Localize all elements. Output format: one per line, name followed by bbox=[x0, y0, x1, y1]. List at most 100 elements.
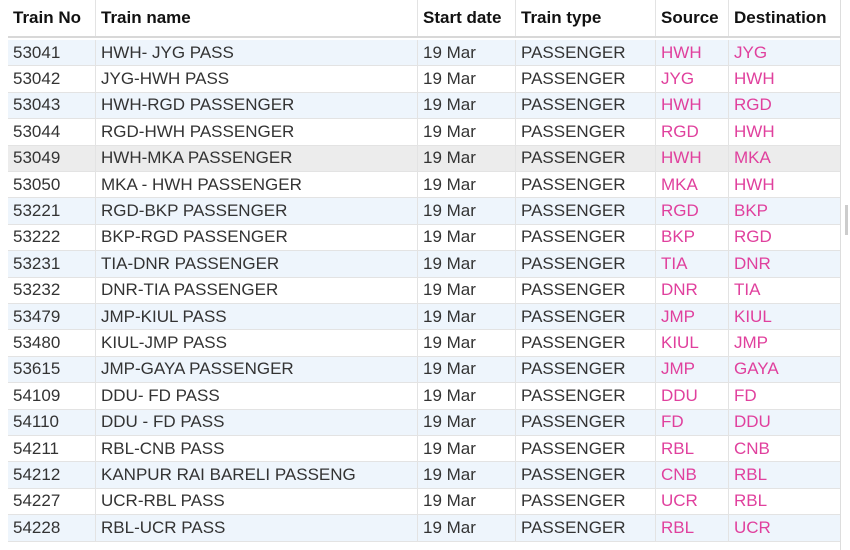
cell: KIUL-JMP PASS bbox=[95, 330, 417, 356]
cell: 53480 bbox=[13, 333, 61, 353]
table-row[interactable]: 54211 RBL-CNB PASS 19 Mar PASSENGER RBL CNB bbox=[8, 436, 840, 463]
cell: PASSENGER bbox=[515, 198, 655, 224]
cell: 53231 bbox=[13, 253, 61, 273]
cell: RGD bbox=[728, 224, 840, 251]
table-row[interactable]: 53050 MKA - HWH PASSENGER 19 Mar PASSENGER M… bbox=[8, 172, 840, 199]
cell: 19 Mar bbox=[417, 119, 515, 145]
cell: 54228 bbox=[13, 517, 61, 537]
cell: 53479 bbox=[13, 306, 61, 326]
cell: PASSENGER bbox=[515, 92, 655, 119]
cell: 19 Mar bbox=[417, 462, 515, 488]
cell: Destination bbox=[728, 0, 840, 36]
cell: KANPUR RAI BARELI PASSENG bbox=[95, 462, 417, 488]
cell: 53042 bbox=[13, 69, 61, 89]
cell: JYG bbox=[728, 40, 840, 66]
cell: Start date bbox=[417, 0, 515, 36]
cell: CNB bbox=[728, 436, 840, 462]
cell: HWH bbox=[728, 66, 840, 92]
cell: DNR bbox=[655, 277, 728, 303]
cell: MKA bbox=[655, 172, 728, 198]
cell: 19 Mar bbox=[417, 92, 515, 119]
cell: PASSENGER bbox=[515, 66, 655, 92]
table-row[interactable]: 54110 DDU - FD PASS 19 Mar PASSENGER FD DDU bbox=[8, 409, 840, 436]
table-row[interactable]: 54212 KANPUR RAI BARELI PASSENG 19 Mar PASS… bbox=[8, 462, 840, 489]
cell: PASSENGER bbox=[515, 119, 655, 145]
cell: KIUL bbox=[728, 304, 840, 330]
cell: PASSENGER bbox=[515, 40, 655, 66]
cell: 53232 bbox=[13, 280, 61, 300]
table-row[interactable]: 53480 KIUL-JMP PASS 19 Mar PASSENGER KIUL JMP bbox=[8, 330, 840, 357]
cell: JMP bbox=[655, 356, 728, 383]
table-row[interactable]: 53044 RGD-HWH PASSENGER 19 Mar PASSENGER RGD… bbox=[8, 119, 840, 146]
cell: JYG bbox=[655, 66, 728, 92]
cell: 53221 bbox=[13, 201, 61, 221]
cell: 19 Mar bbox=[417, 40, 515, 66]
cell: JMP bbox=[728, 330, 840, 356]
cell: RBL bbox=[655, 436, 728, 462]
cell: 53615 bbox=[13, 359, 61, 379]
cell: FD bbox=[655, 409, 728, 435]
cell: TIA bbox=[728, 277, 840, 303]
cell: PASSENGER bbox=[515, 409, 655, 435]
table-row[interactable]: 54227 UCR-RBL PASS 19 Mar PASSENGER UCR RBL bbox=[8, 488, 840, 516]
cell: JMP bbox=[655, 304, 728, 330]
cell: HWH bbox=[655, 92, 728, 119]
table-row[interactable]: 53231 TIA-DNR PASSENGER 19 Mar PASSENGER TIA… bbox=[8, 251, 840, 278]
cell: 19 Mar bbox=[417, 224, 515, 251]
cell: 19 Mar bbox=[417, 409, 515, 435]
table-row[interactable]: 53479 JMP-KIUL PASS 19 Mar PASSENGER JMP KIUL bbox=[8, 304, 840, 331]
cell: MKA bbox=[728, 145, 840, 171]
cell: PASSENGER bbox=[515, 277, 655, 303]
cell: DNR-TIA PASSENGER bbox=[95, 277, 417, 303]
cell: HWH bbox=[728, 119, 840, 145]
cell: Train name bbox=[95, 0, 417, 36]
cell: 19 Mar bbox=[417, 277, 515, 303]
table-row[interactable]: 53043 HWH-RGD PASSENGER 19 Mar PASSENGER HWH… bbox=[8, 92, 840, 120]
cell: PASSENGER bbox=[515, 145, 655, 171]
cell: 19 Mar bbox=[417, 198, 515, 224]
cell: 54211 bbox=[13, 438, 60, 458]
cell: HWH bbox=[655, 40, 728, 66]
cell: Train type bbox=[515, 0, 655, 36]
cell: PASSENGER bbox=[515, 172, 655, 198]
cell: Train No bbox=[13, 8, 82, 27]
cell: 19 Mar bbox=[417, 356, 515, 383]
table-row[interactable]: 53041 HWH- JYG PASS 19 Mar PASSENGER HWH JYG bbox=[8, 40, 840, 67]
cell: PASSENGER bbox=[515, 224, 655, 251]
cell: BKP bbox=[655, 224, 728, 251]
table-row[interactable]: 53049 HWH-MKA PASSENGER 19 Mar PASSENGER HWH… bbox=[8, 145, 840, 172]
cell: KIUL bbox=[655, 330, 728, 356]
cell: 19 Mar bbox=[417, 66, 515, 92]
cell: RBL bbox=[655, 515, 728, 541]
cell: 19 Mar bbox=[417, 251, 515, 277]
table-row[interactable]: 54228 RBL-UCR PASS 19 Mar PASSENGER RBL UCR bbox=[8, 515, 840, 542]
cell: PASSENGER bbox=[515, 251, 655, 277]
cell: 19 Mar bbox=[417, 383, 515, 409]
cell: PASSENGER bbox=[515, 462, 655, 488]
table-row[interactable]: 53042 JYG-HWH PASS 19 Mar PASSENGER JYG HWH bbox=[8, 66, 840, 93]
table-row[interactable]: 53615 JMP-GAYA PASSENGER 19 Mar PASSENGER JM… bbox=[8, 356, 840, 384]
cell: TIA-DNR PASSENGER bbox=[95, 251, 417, 277]
cell: RGD bbox=[655, 198, 728, 224]
cell: 19 Mar bbox=[417, 172, 515, 198]
cell: HWH-RGD PASSENGER bbox=[95, 92, 417, 119]
cell: BKP bbox=[728, 198, 840, 224]
table-row[interactable]: 53232 DNR-TIA PASSENGER 19 Mar PASSENGER DNR… bbox=[8, 277, 840, 304]
scrollbar[interactable] bbox=[845, 205, 848, 235]
cell: UCR-RBL PASS bbox=[95, 488, 417, 515]
table-row[interactable]: 54109 DDU- FD PASS 19 Mar PASSENGER DDU FD bbox=[8, 383, 840, 410]
cell: RBL-UCR PASS bbox=[95, 515, 417, 541]
cell: DDU - FD PASS bbox=[95, 409, 417, 435]
cell: 54227 bbox=[13, 491, 61, 511]
cell: HWH bbox=[655, 145, 728, 171]
cell: UCR bbox=[728, 515, 840, 541]
cell: RGD bbox=[655, 119, 728, 145]
cell: 19 Mar bbox=[417, 488, 515, 515]
cell: 53044 bbox=[13, 121, 61, 141]
cell: RGD-HWH PASSENGER bbox=[95, 119, 417, 145]
table-row[interactable]: 53221 RGD-BKP PASSENGER 19 Mar PASSENGER RGD… bbox=[8, 198, 840, 225]
cell: JMP-KIUL PASS bbox=[95, 304, 417, 330]
table-row[interactable]: 53222 BKP-RGD PASSENGER 19 Mar PASSENGER BKP… bbox=[8, 224, 840, 252]
cell: 19 Mar bbox=[417, 436, 515, 462]
cell: 54109 bbox=[13, 385, 61, 405]
